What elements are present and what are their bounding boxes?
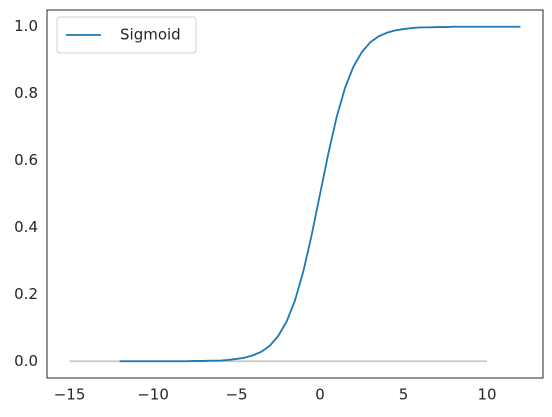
legend-label: Sigmoid	[120, 26, 181, 44]
x-tick-label: −10	[137, 386, 169, 404]
x-tick-label: 5	[399, 386, 409, 404]
x-tick-label: −5	[225, 386, 247, 404]
legend-box	[56, 16, 197, 54]
x-tick-label: 0	[315, 386, 325, 404]
x-tick-label: 10	[478, 386, 497, 404]
y-tick-label: 0.4	[14, 218, 38, 236]
y-tick-label: 0.2	[14, 285, 38, 303]
y-tick-label: 0.0	[14, 352, 38, 370]
y-tick-label: 1.0	[14, 17, 38, 35]
plot-frame	[46, 9, 544, 379]
series-line	[119, 25, 521, 363]
y-tick-label: 0.6	[14, 151, 38, 169]
x-tick-label: −15	[54, 386, 86, 404]
y-tick-label: 0.8	[14, 84, 38, 102]
